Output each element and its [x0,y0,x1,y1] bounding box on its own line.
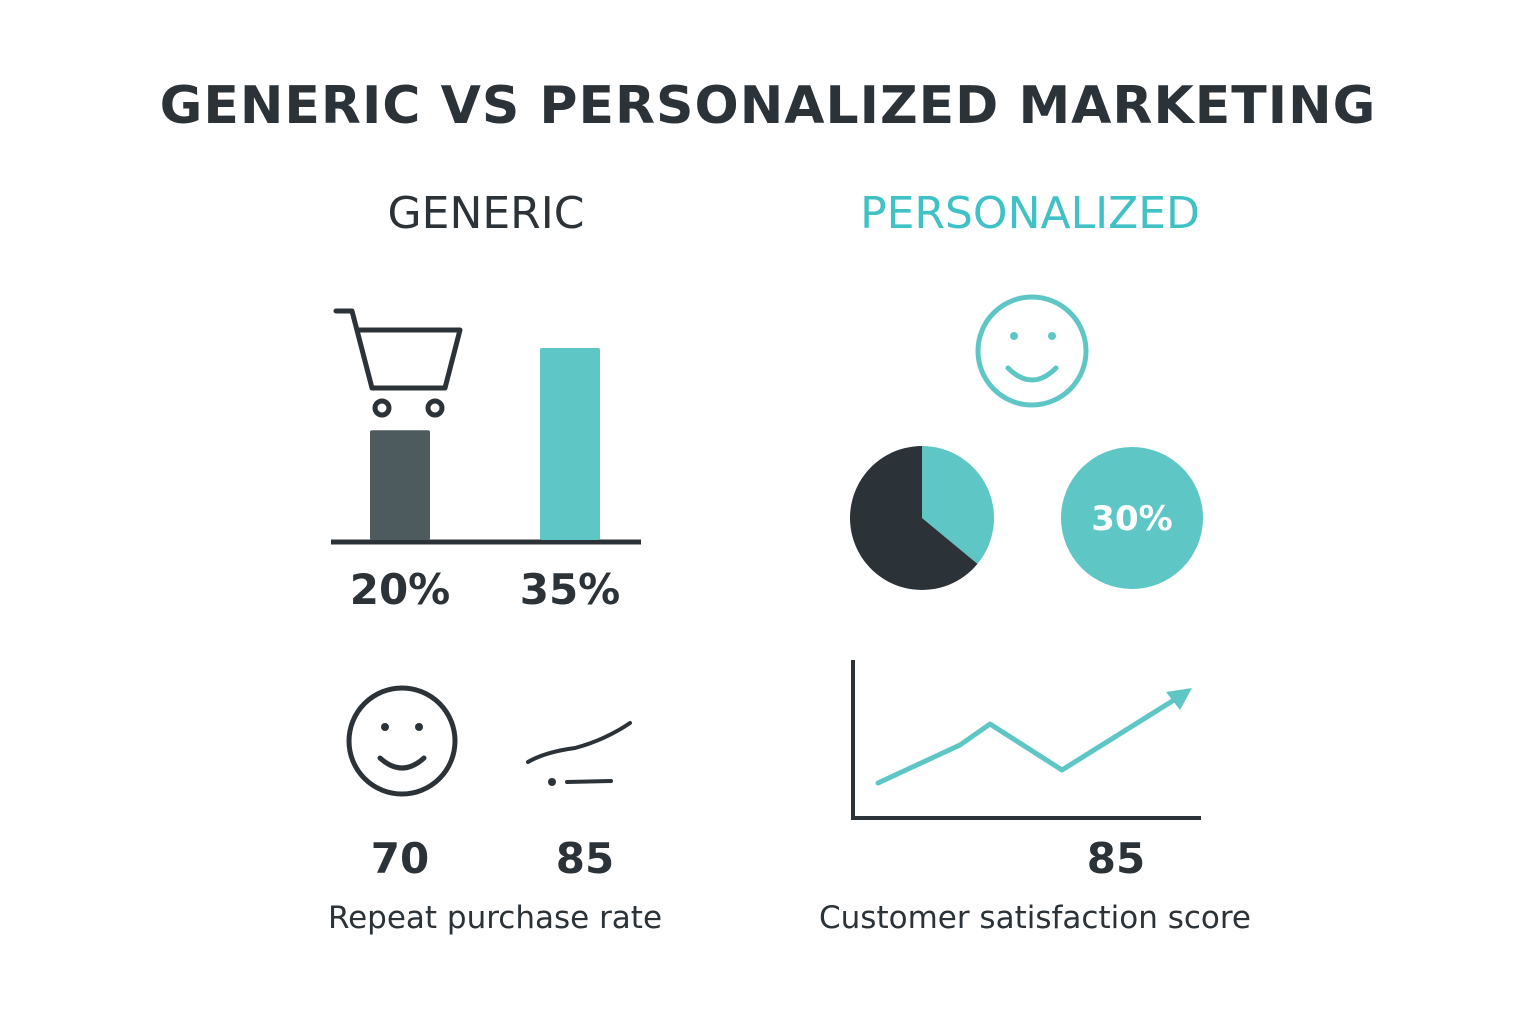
bar-value-label: 20% [349,565,451,614]
percent-circle [1061,447,1203,589]
personalized-heading: PERSONALIZED [860,188,1200,239]
bar-value-label: 35% [519,565,621,614]
smiley-face-icon [975,294,1089,408]
line-chart-value-label: 85 [1086,834,1146,883]
percent-circle-label: 30% [1091,499,1173,539]
smiley-face-icon [346,685,458,797]
bar [370,430,430,540]
shopping-cart-icon [333,308,463,418]
generic-metric-value: 70 [370,834,430,883]
line-chart [851,660,1201,820]
line-series [875,692,1185,786]
percent-circle-shape [1061,447,1203,589]
line-chart-caption: Customer satisfaction score [819,900,1251,936]
pie-chart [849,446,994,591]
bar-chart [331,348,641,545]
trend-line-icon [526,721,632,786]
generic-caption: Repeat purchase rate [327,900,663,936]
bar [540,348,600,540]
pie-slice [849,446,978,591]
pie-slice [922,446,994,564]
generic-metric-value: 85 [555,834,615,883]
generic-heading: GENERIC [387,188,585,239]
line-chart-axes [851,660,1201,820]
page-title: GENERIC VS PERSONALIZED MARKETING [159,76,1377,136]
arrow-head-icon [1166,688,1192,710]
